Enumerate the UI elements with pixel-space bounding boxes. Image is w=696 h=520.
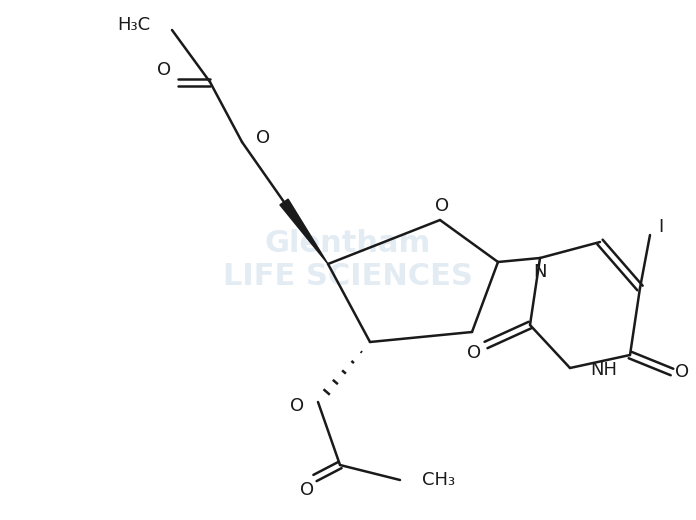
Text: O: O bbox=[157, 61, 171, 79]
Text: O: O bbox=[675, 363, 689, 381]
Text: O: O bbox=[435, 197, 449, 215]
Text: O: O bbox=[467, 344, 481, 362]
Polygon shape bbox=[280, 199, 328, 264]
Text: O: O bbox=[300, 481, 314, 499]
Text: I: I bbox=[658, 218, 663, 236]
Text: NH: NH bbox=[590, 361, 617, 379]
Text: O: O bbox=[256, 129, 270, 147]
Text: Glentham
LIFE SCIENCES: Glentham LIFE SCIENCES bbox=[223, 229, 473, 291]
Text: CH₃: CH₃ bbox=[422, 471, 455, 489]
Text: O: O bbox=[290, 397, 304, 415]
Text: H₃C: H₃C bbox=[117, 16, 150, 34]
Text: N: N bbox=[533, 263, 547, 281]
